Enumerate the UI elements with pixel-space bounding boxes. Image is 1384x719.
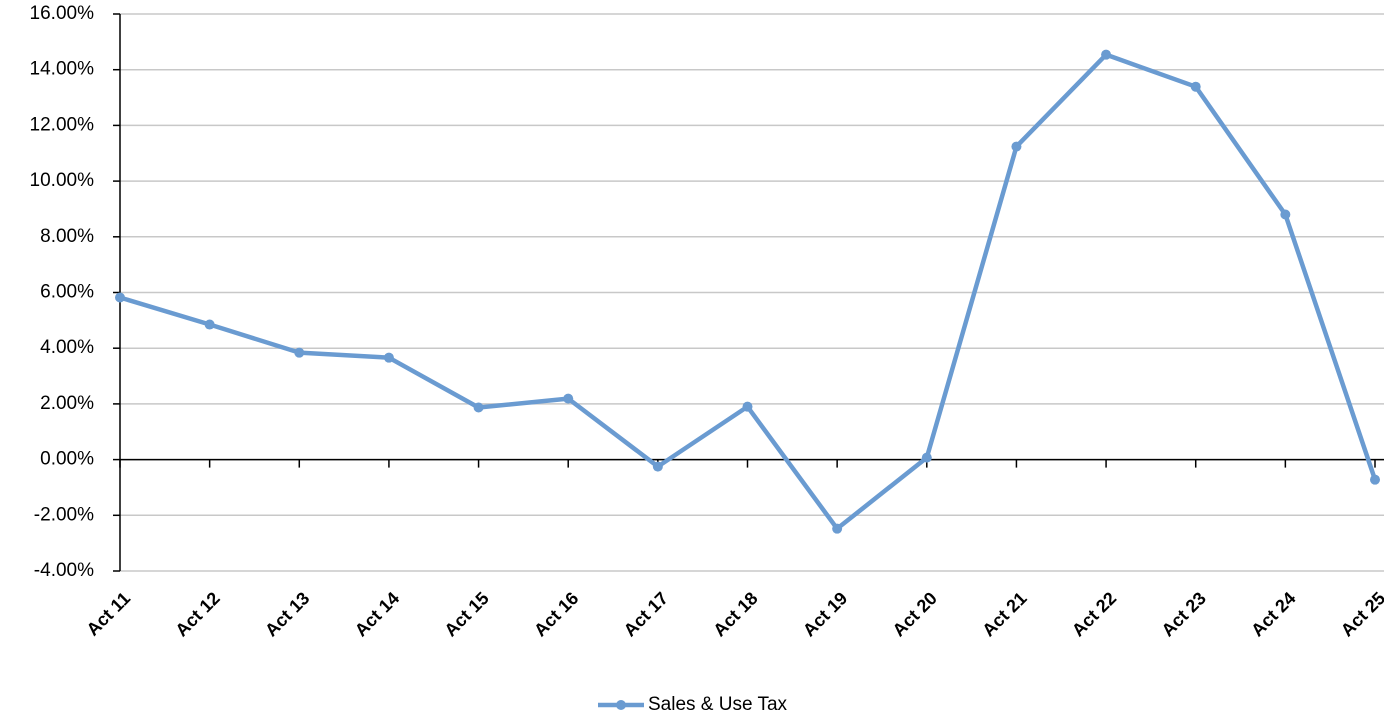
x-tick-label: Act 20: [889, 588, 941, 640]
y-tick-label: 8.00%: [40, 226, 94, 247]
x-tick-label: Act 23: [1158, 588, 1210, 640]
x-tick-label: Act 13: [261, 588, 313, 640]
y-tick-label: 14.00%: [30, 59, 95, 80]
legend-marker: [616, 700, 626, 710]
point: [383, 352, 394, 363]
point: [204, 319, 215, 330]
x-tick-label: Act 24: [1247, 588, 1299, 640]
legend-label: Sales & Use Tax: [648, 694, 788, 715]
y-tick-label: -4.00%: [34, 560, 94, 581]
point: [832, 523, 843, 534]
point: [115, 292, 125, 303]
x-tick-label: Act 17: [620, 588, 672, 640]
x-tick-label: Act 18: [709, 588, 761, 640]
point: [1101, 49, 1112, 60]
point: [652, 461, 663, 472]
point: [563, 393, 574, 404]
y-tick-label: -2.00%: [34, 504, 94, 525]
x-tick-label: Act 15: [440, 588, 492, 640]
y-tick-label: 2.00%: [40, 393, 94, 414]
y-tick-label: 16.00%: [30, 3, 95, 24]
point: [1370, 474, 1380, 485]
x-tick-label: Act 21: [978, 588, 1030, 640]
x-tick-label: Act 12: [171, 588, 223, 640]
x-tick-label: Act 25: [1337, 588, 1384, 640]
x-tick-label: Act 11: [83, 588, 135, 640]
point: [1190, 81, 1201, 92]
y-tick-label: 12.00%: [30, 114, 95, 135]
point: [1280, 209, 1291, 220]
y-tick-label: 6.00%: [40, 282, 94, 303]
point: [1011, 141, 1022, 152]
y-tick-label: 0.00%: [40, 449, 94, 470]
point: [921, 452, 932, 463]
point: [473, 402, 484, 413]
x-tick-label: Act 16: [530, 588, 582, 640]
y-tick-label: 4.00%: [40, 337, 94, 358]
x-tick-label: Act 14: [351, 588, 403, 640]
x-tick-label: Act 22: [1068, 588, 1120, 640]
point: [742, 401, 753, 412]
y-tick-label: 10.00%: [30, 170, 95, 191]
x-tick-label: Act 19: [799, 588, 851, 640]
point: [294, 347, 305, 358]
